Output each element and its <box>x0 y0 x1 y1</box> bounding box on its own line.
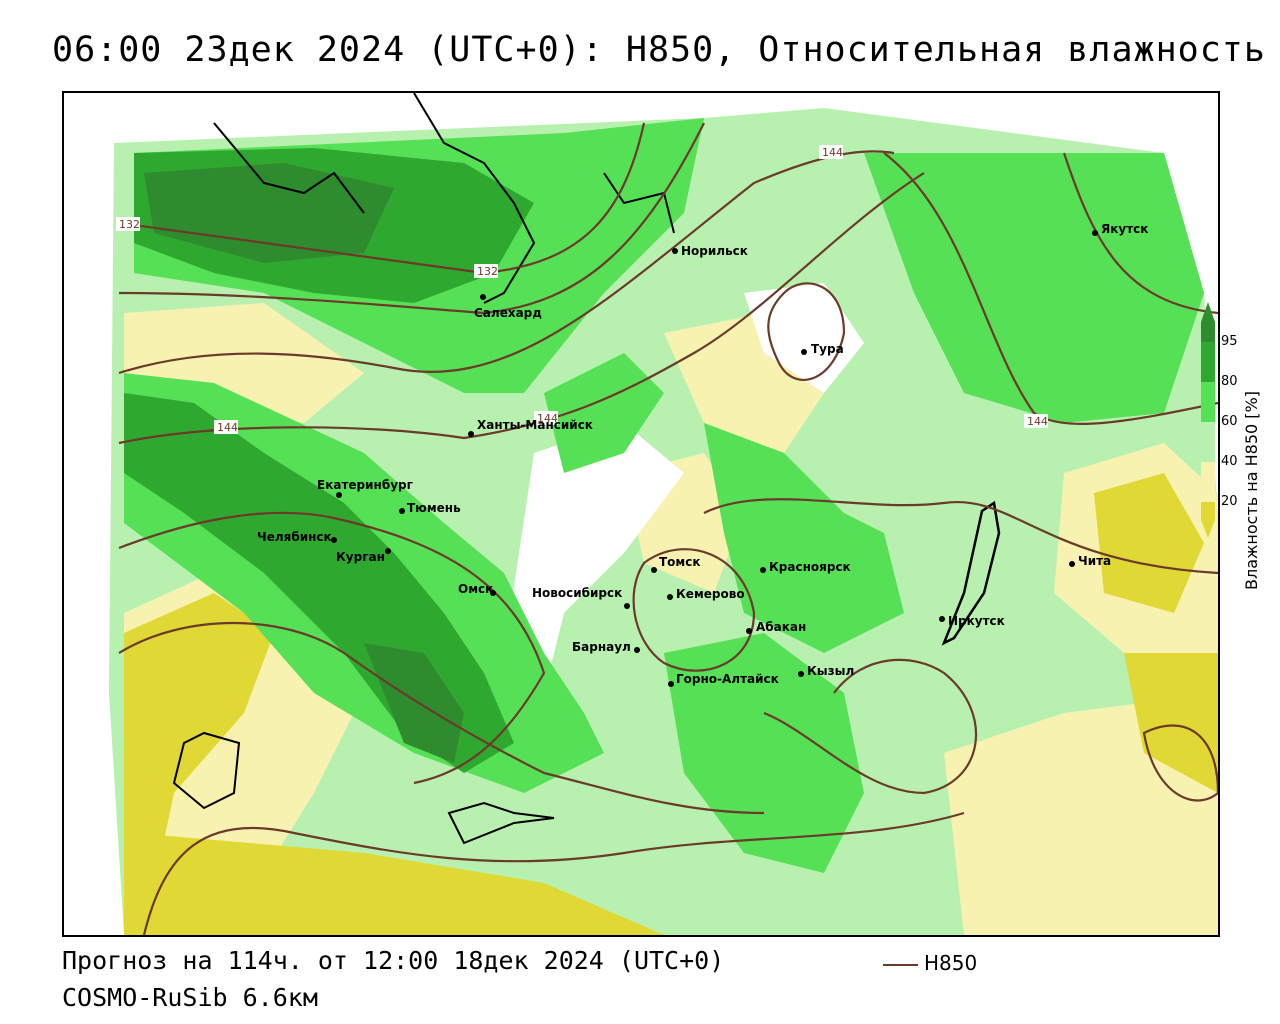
city-label-chelyabinsk: Челябинск <box>257 530 332 544</box>
contour-144-a <box>118 172 925 445</box>
colorbar-title: Влажность на H850 [%] <box>1242 391 1261 590</box>
city-dot <box>667 594 673 600</box>
colorbar-tick: 60 <box>1221 414 1238 429</box>
lake-baikal <box>941 500 1001 646</box>
city-dot <box>668 681 674 687</box>
weather-map: 132 132 144 144 144 144 Норильск Якутск … <box>62 91 1220 937</box>
balkhash-outline <box>447 801 555 845</box>
city-label-kurgan: Курган <box>336 550 385 564</box>
city-label-novosibirsk: Новосибирск <box>532 586 622 600</box>
contour-label: 132 <box>119 218 140 231</box>
contour-east-c <box>1062 152 1218 315</box>
forecast-info: Прогноз на 114ч. от 12:00 18дек 2024 (UT… <box>62 946 725 975</box>
very-dry-area-chita <box>1094 473 1204 613</box>
colorbar-band-20 <box>1201 462 1215 502</box>
taymyr-coastline <box>603 172 675 234</box>
contour-label: 144 <box>1027 415 1048 428</box>
city-label-krasnoyarsk: Красноярск <box>769 560 851 574</box>
city-dot <box>1069 561 1075 567</box>
very-dry-area-south <box>124 833 664 935</box>
contour-150-b <box>118 621 765 815</box>
saturated-area-omsk <box>364 643 464 763</box>
moist-area-khanty <box>544 353 664 473</box>
caspian-outline <box>172 731 241 810</box>
colorbar-band-0 <box>1201 502 1215 520</box>
humidity-colorbar <box>1201 302 1215 538</box>
city-label-irkutsk: Иркутск <box>948 614 1005 628</box>
contour-tura <box>767 282 846 381</box>
contour-east-b <box>883 152 1218 425</box>
contour-label: 144 <box>822 146 843 159</box>
colorbar-tick: 20 <box>1221 494 1238 509</box>
city-label-kyzyl: Кызыл <box>807 664 854 678</box>
colorbar-bottom-triangle <box>1201 520 1215 538</box>
city-dot <box>385 548 391 554</box>
yamal-coastline <box>413 93 536 304</box>
city-dot <box>624 603 630 609</box>
h850-contours <box>118 122 1218 935</box>
city-label-omsk: Омск <box>458 582 493 596</box>
saturated-area-north <box>144 163 394 263</box>
city-dot <box>399 508 405 514</box>
city-dot <box>672 248 678 254</box>
city-label-tyumen: Тюмень <box>407 501 461 515</box>
city-label-barnaul: Барнаул <box>572 640 631 654</box>
colorbar-band-60 <box>1201 382 1215 422</box>
contour-label: 132 <box>477 265 498 278</box>
colorbar-band-40 <box>1201 422 1215 462</box>
white-band-north <box>744 283 864 393</box>
contour-east-a <box>703 498 1218 575</box>
contour-label: 144 <box>217 421 238 434</box>
city-label-abakan: Абакан <box>756 620 806 634</box>
city-label-gorno-altaysk: Горно-Алтайск <box>676 672 779 686</box>
h850-legend-label: H850 <box>924 951 978 975</box>
city-markers: Норильск Якутск Салехард Тура Ханты-Манс… <box>257 222 1148 687</box>
city-dot <box>760 567 766 573</box>
city-dot <box>336 492 342 498</box>
city-dot <box>634 647 640 653</box>
contour-label: 144 <box>537 412 558 425</box>
colorbar-band-80 <box>1201 342 1215 382</box>
city-dot <box>490 590 496 596</box>
contour-label-group: 132 132 144 144 144 144 <box>116 145 1048 434</box>
model-info: COSMO-RuSib 6.6км <box>62 983 318 1012</box>
city-dot <box>331 537 337 543</box>
moist-area-yakutsk <box>864 153 1204 423</box>
colorbar-tick: 95 <box>1221 334 1238 349</box>
city-dot <box>468 431 474 437</box>
city-dot <box>746 628 752 634</box>
moist-area-altai <box>664 633 864 873</box>
map-title: 06:00 23дек 2024 (UTC+0): H850, Относите… <box>52 30 1266 70</box>
city-label-chita: Чита <box>1078 554 1111 568</box>
colorbar-tick: 80 <box>1221 374 1238 389</box>
contour-kemerovo <box>632 548 756 672</box>
city-label-tomsk: Томск <box>659 555 701 569</box>
city-label-kemerovo: Кемерово <box>676 587 745 601</box>
city-dot <box>1092 230 1098 236</box>
city-label-khanty-mansiysk: Ханты-Мансийск <box>477 418 593 432</box>
moist-area-krasnoyarsk <box>704 423 904 653</box>
colorbar-top-triangle <box>1201 302 1215 322</box>
colorbar-tick: 40 <box>1221 454 1238 469</box>
colorbar-band-95 <box>1201 322 1215 342</box>
city-dot <box>801 349 807 355</box>
city-label-tura: Тура <box>811 342 844 356</box>
map-canvas: 132 132 144 144 144 144 Норильск Якутск … <box>64 93 1218 935</box>
arctic-coastline <box>213 122 365 214</box>
city-dot <box>480 294 486 300</box>
contour-156 <box>142 811 965 935</box>
contour-south-east <box>763 658 978 795</box>
city-label-salekhard: Салехард <box>474 306 542 320</box>
city-label-yekaterinburg: Екатеринбург <box>317 478 413 492</box>
city-dot <box>651 567 657 573</box>
city-dot <box>939 616 945 622</box>
city-label-norilsk: Норильск <box>681 244 748 258</box>
very-dry-area-east <box>1124 653 1218 793</box>
contour-132-b <box>118 122 705 315</box>
h850-legend-line <box>883 964 918 966</box>
white-band-center <box>504 423 684 693</box>
city-label-yakutsk: Якутск <box>1101 222 1148 236</box>
contour-138 <box>118 150 895 375</box>
city-dot <box>798 671 804 677</box>
